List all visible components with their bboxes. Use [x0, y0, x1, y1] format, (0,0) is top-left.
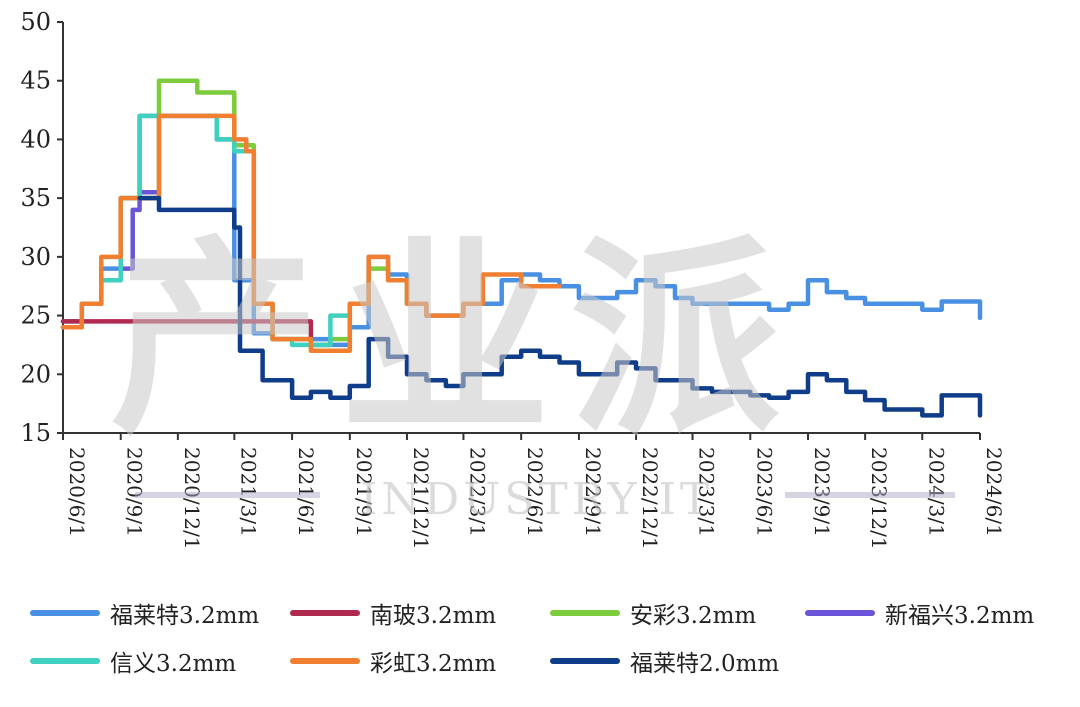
- x-tick-label: 2023/12/1: [867, 447, 891, 550]
- legend-swatch: [30, 610, 100, 616]
- y-tick-label: 35: [20, 184, 51, 212]
- watermark-subtext: INDUSTRY IT: [360, 474, 714, 525]
- legend-item: 南玻3.2mm: [290, 596, 496, 630]
- legend-item: 福莱特2.0mm: [550, 644, 779, 678]
- x-tick-label: 2020/9/1: [123, 447, 147, 537]
- legend-item: 信义3.2mm: [30, 644, 236, 678]
- x-tick-label: 2023/3/1: [695, 447, 719, 537]
- legend-label: 福莱特2.0mm: [630, 651, 780, 677]
- legend-swatch: [550, 610, 620, 616]
- series-line-6: [137, 195, 983, 418]
- x-tick-label: 2023/9/1: [810, 447, 834, 537]
- y-tick-label: 30: [20, 243, 51, 271]
- x-tick-label: 2020/12/1: [180, 447, 204, 550]
- series-lines: [60, 78, 983, 418]
- legend-item: 彩虹3.2mm: [290, 644, 496, 678]
- legend-swatch: [290, 658, 360, 664]
- x-tick-label: 2022/12/1: [638, 447, 662, 550]
- legend-label: 福莱特3.2mm: [110, 603, 260, 629]
- line-chart: 15 20 25 30 35 40 45 50 2020/6/1 2020/9/1 2020/12/…: [20, 8, 1006, 550]
- x-tick-label: 2021/12/1: [409, 447, 433, 550]
- legend-label: 信义3.2mm: [110, 651, 237, 677]
- legend-item: 福莱特3.2mm: [30, 596, 259, 630]
- x-tick-label: 2022/9/1: [581, 447, 605, 537]
- legend-item: 新福兴3.2mm: [805, 596, 1034, 630]
- x-tick-label: 2021/9/1: [352, 447, 376, 537]
- legend-swatch: [550, 658, 620, 664]
- x-tick-label: 2024/6/1: [982, 447, 1006, 537]
- y-tick-label: 45: [20, 67, 51, 95]
- series-line-4: [60, 113, 371, 348]
- y-tick-label: 50: [20, 8, 51, 36]
- watermark-bar-left: [135, 492, 320, 498]
- y-tick-label: 20: [20, 360, 51, 388]
- x-tick-label: 2023/6/1: [752, 447, 776, 537]
- axes: 15 20 25 30 35 40 45 50 2020/6/1 2020/9/1 2020/12/…: [20, 8, 1006, 550]
- legend-swatch: [805, 610, 875, 616]
- series-line-0: [60, 113, 983, 348]
- x-tick-label: 2022/6/1: [523, 447, 547, 537]
- legend-label: 彩虹3.2mm: [370, 651, 497, 677]
- x-tick-label: 2021/6/1: [294, 447, 318, 537]
- x-tick-label: 2024/3/1: [924, 447, 948, 537]
- legend-swatch: [290, 610, 360, 616]
- y-tick-label: 25: [20, 302, 51, 330]
- legend-item: 安彩3.2mm: [550, 596, 756, 630]
- y-tick-label: 15: [20, 419, 51, 447]
- x-tick-label: 2020/6/1: [65, 447, 89, 537]
- x-tick-label: 2021/3/1: [236, 447, 260, 537]
- legend-label: 南玻3.2mm: [370, 603, 497, 629]
- x-tick-label: 2022/3/1: [465, 447, 489, 537]
- y-tick-label: 40: [20, 125, 51, 153]
- watermark-bar-right: [785, 492, 955, 498]
- legend-label: 安彩3.2mm: [630, 603, 757, 629]
- legend-swatch: [30, 658, 100, 664]
- series-line-3: [118, 190, 162, 271]
- legend-label: 新福兴3.2mm: [885, 603, 1035, 629]
